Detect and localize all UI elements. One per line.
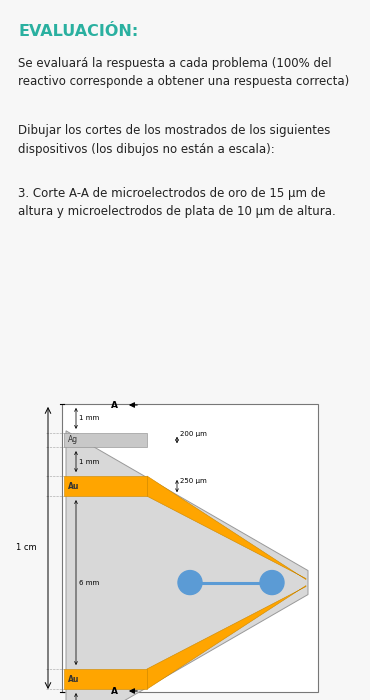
- Text: 200 μm: 200 μm: [180, 431, 207, 437]
- Circle shape: [260, 570, 284, 594]
- Polygon shape: [147, 586, 306, 689]
- Text: 3. Corte A-A de microelectrodos de oro de 15 μm de
altura y microelectrodos de p: 3. Corte A-A de microelectrodos de oro d…: [18, 187, 336, 218]
- Bar: [62, 404, 318, 692]
- Text: 6 mm: 6 mm: [79, 580, 99, 586]
- Text: Dibujar los cortes de los mostrados de los siguientes
dispositivos (los dibujos : Dibujar los cortes de los mostrados de l…: [18, 124, 330, 155]
- Bar: [64, 433, 147, 447]
- Polygon shape: [66, 430, 308, 700]
- Text: 1 mm: 1 mm: [79, 458, 99, 465]
- Text: 250 μm: 250 μm: [180, 478, 207, 484]
- Text: A: A: [111, 687, 118, 696]
- Polygon shape: [147, 476, 306, 580]
- Text: Au: Au: [68, 482, 80, 491]
- Text: A: A: [111, 400, 118, 410]
- Text: 1 mm: 1 mm: [79, 415, 99, 421]
- Text: Au: Au: [68, 675, 80, 683]
- Text: EVALUACIÓN:: EVALUACIÓN:: [18, 24, 138, 39]
- Text: Se evaluará la respuesta a cada problema (100% del
reactivo corresponde a obtene: Se evaluará la respuesta a cada problema…: [18, 57, 349, 88]
- Text: 1 cm: 1 cm: [16, 543, 36, 552]
- Bar: [64, 476, 147, 496]
- Text: Ag: Ag: [68, 435, 78, 444]
- Circle shape: [178, 570, 202, 594]
- Bar: [64, 669, 147, 689]
